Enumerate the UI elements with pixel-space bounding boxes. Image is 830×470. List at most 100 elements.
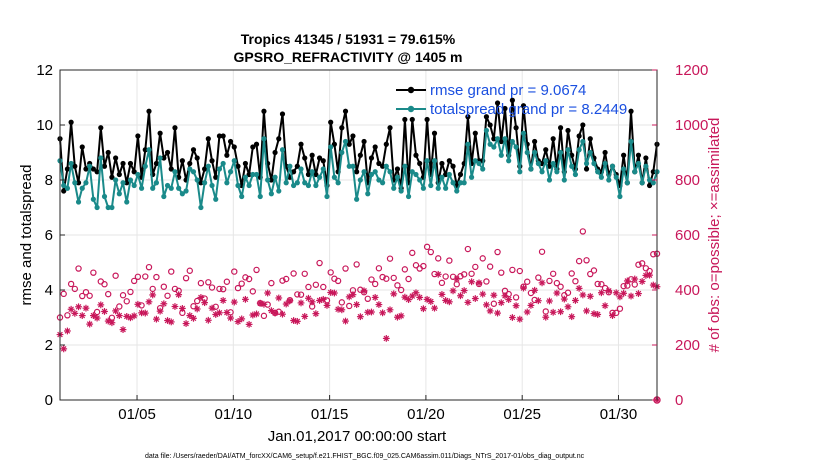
- obs-assimilated-point: [230, 298, 238, 306]
- rmse-point: [68, 119, 74, 125]
- asterisk-stroke: [572, 297, 579, 304]
- obs-assimilated-point: [193, 305, 201, 313]
- obs-assimilated-point: [312, 310, 320, 318]
- obs-assimilated-point: [353, 301, 361, 308]
- obs-possible-point: [216, 285, 223, 293]
- obs-assimilated-point: [64, 327, 71, 335]
- rmse-point: [498, 138, 504, 145]
- asterisk-stroke: [105, 318, 112, 324]
- obs-possible-point: [223, 278, 231, 285]
- asterisk-stroke: [390, 291, 397, 297]
- obs-possible-point: [498, 269, 505, 276]
- rmse-point: [157, 130, 163, 136]
- obs-assimilated-point: [431, 304, 438, 312]
- obs-assimilated-point: [445, 298, 453, 306]
- asterisk-stroke: [580, 292, 586, 298]
- right-tick-label: 400: [675, 282, 700, 299]
- obs-possible-point: [316, 259, 323, 267]
- rmse-line: [59, 99, 658, 192]
- rmse-point: [509, 97, 515, 103]
- asterisk-stroke: [379, 310, 386, 316]
- rmse-point: [179, 158, 185, 164]
- rmse-point: [320, 158, 326, 164]
- rmse-point: [450, 163, 456, 169]
- obs-assimilated-point: [93, 314, 101, 322]
- obs-possible-point: [234, 284, 242, 292]
- obs-possible-point: [105, 290, 112, 298]
- asterisk-stroke: [398, 313, 404, 319]
- asterisk-stroke: [450, 288, 456, 294]
- totalspread-point: [342, 138, 349, 145]
- rmse-point: [402, 116, 408, 123]
- asterisk-stroke: [513, 302, 519, 309]
- asterisk-stroke: [275, 295, 282, 301]
- obs-assimilated-point: [572, 297, 579, 304]
- rmse-point: [487, 122, 493, 128]
- left-tick-label: 8: [45, 172, 53, 189]
- rmse-point: [205, 136, 211, 142]
- obs-possible-point: [231, 268, 238, 275]
- obs-possible-point: [572, 278, 579, 285]
- totalspread-point: [87, 163, 93, 169]
- totalspread-point: [520, 130, 527, 136]
- obs-possible-point: [312, 281, 320, 288]
- obs-possible-point: [383, 275, 390, 282]
- rmse-point: [446, 158, 452, 164]
- totalspread-point: [498, 152, 504, 158]
- obs-assimilated-point: [412, 289, 420, 297]
- totalspread-point: [68, 160, 74, 167]
- obs-assimilated-point: [486, 307, 494, 315]
- obs-possible-point: [186, 267, 193, 274]
- obs-assimilated-point: [190, 314, 197, 322]
- rmse-point: [409, 116, 415, 123]
- obs-possible-point: [168, 268, 175, 275]
- obs-possible-point: [601, 284, 609, 292]
- obs-possible-point: [197, 279, 205, 287]
- obs-possible-point: [130, 277, 138, 285]
- rmse-point: [413, 152, 419, 158]
- rmse-point: [98, 125, 104, 131]
- totalspread-point: [491, 144, 497, 150]
- chart-title-line1: Tropics 41345 / 51931 = 79.615%: [241, 31, 456, 47]
- totalspread-point: [346, 163, 352, 169]
- totalspread-point: [383, 163, 389, 169]
- totalspread-point: [164, 182, 171, 189]
- asterisk-stroke: [361, 288, 367, 294]
- obs-possible-point: [342, 265, 349, 272]
- totalspread-point: [302, 180, 308, 186]
- asterisk-stroke: [461, 287, 467, 294]
- totalspread-point: [509, 138, 515, 145]
- obs-possible-point: [405, 275, 412, 283]
- obs-assimilated-point: [82, 304, 90, 312]
- totalspread-point: [502, 136, 508, 142]
- obs-assimilated-point: [253, 310, 260, 318]
- obs-possible-point: [268, 279, 275, 287]
- obs-assimilated-point: [520, 284, 527, 292]
- totalspread-point: [613, 174, 619, 180]
- right-tick-label: 600: [675, 227, 700, 244]
- asterisk-stroke: [216, 310, 223, 316]
- totalspread-point: [643, 163, 649, 169]
- totalspread-point: [380, 180, 386, 186]
- totalspread-point: [450, 180, 456, 186]
- obs-possible-point: [375, 265, 383, 272]
- obs-possible-point: [245, 275, 253, 283]
- obs-assimilated-point: [542, 313, 550, 321]
- obs-possible-point: [242, 274, 249, 281]
- obs-possible-point: [253, 266, 260, 274]
- obs-possible-point: [82, 289, 90, 296]
- obs-possible-point: [553, 279, 561, 287]
- obs-possible-point: [535, 274, 542, 281]
- totalspread-point: [398, 188, 404, 194]
- obs-possible-point: [353, 261, 360, 268]
- asterisk-stroke: [628, 293, 634, 299]
- rmse-point: [72, 163, 78, 169]
- obs-possible-point: [527, 289, 535, 297]
- rmse-point: [602, 149, 608, 156]
- asterisk-stroke: [387, 306, 393, 313]
- asterisk-stroke: [164, 317, 171, 324]
- rmse-point: [557, 125, 564, 131]
- rmse-point: [246, 171, 252, 178]
- rmse-point: [216, 133, 223, 139]
- totalspread-point: [168, 185, 174, 191]
